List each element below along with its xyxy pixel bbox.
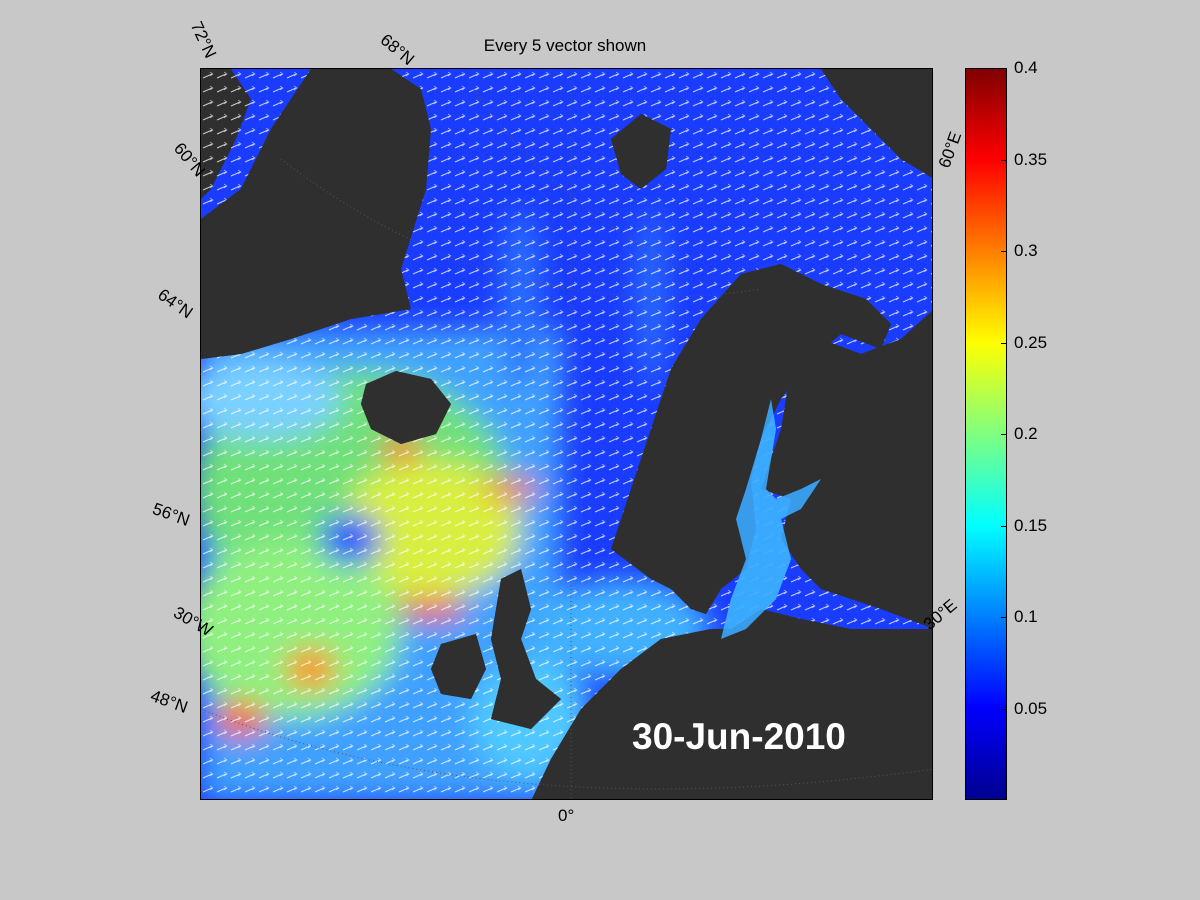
colorbar-tick-label: 0.05	[1014, 698, 1048, 718]
colorbar	[965, 68, 1007, 800]
lon-label-0: 0°	[558, 806, 575, 825]
date-label: 30-Jun-2010	[632, 716, 846, 757]
colorbar-tick-mark	[1001, 708, 1007, 710]
colorbar-tick-mark	[1001, 159, 1007, 161]
colorbar-tick-mark	[1001, 525, 1007, 527]
colorbar-tick-mark	[1001, 342, 1007, 344]
colorbar-tick-mark	[1001, 251, 1007, 252]
colorbar-tick-mark	[1001, 434, 1007, 435]
colorbar-tick-mark	[1001, 68, 1007, 69]
chart-title: Every 5 vector shown	[483, 36, 647, 55]
map-svg	[201, 69, 932, 799]
lat-label-56n: 56°N	[150, 499, 193, 530]
colorbar-tick-label: 0.1	[1014, 607, 1038, 626]
colorbar-tick-mark	[1001, 617, 1007, 618]
lon-label-60e: 60°E	[934, 129, 966, 171]
colorbar-tick-label: 0.4	[1014, 58, 1038, 77]
colorbar-tick-label: 0.35	[1014, 149, 1048, 169]
graticule	[201, 69, 932, 799]
colorbar-tick-label: 0.25	[1014, 332, 1048, 352]
lat-label-64n: 64°N	[154, 284, 197, 323]
colorbar-tick-label: 0.3	[1014, 241, 1038, 260]
lat-label-72n: 72°N	[186, 18, 221, 62]
map-area	[200, 68, 933, 800]
lat-label-48n: 48°N	[148, 686, 191, 717]
colorbar-tick-label: 0.15	[1014, 515, 1048, 535]
colorbar-tick-label: 0.2	[1014, 424, 1038, 443]
